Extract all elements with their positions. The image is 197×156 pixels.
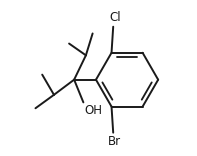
Text: Br: Br <box>108 135 121 148</box>
Text: OH: OH <box>84 104 102 117</box>
Text: Cl: Cl <box>109 11 121 24</box>
